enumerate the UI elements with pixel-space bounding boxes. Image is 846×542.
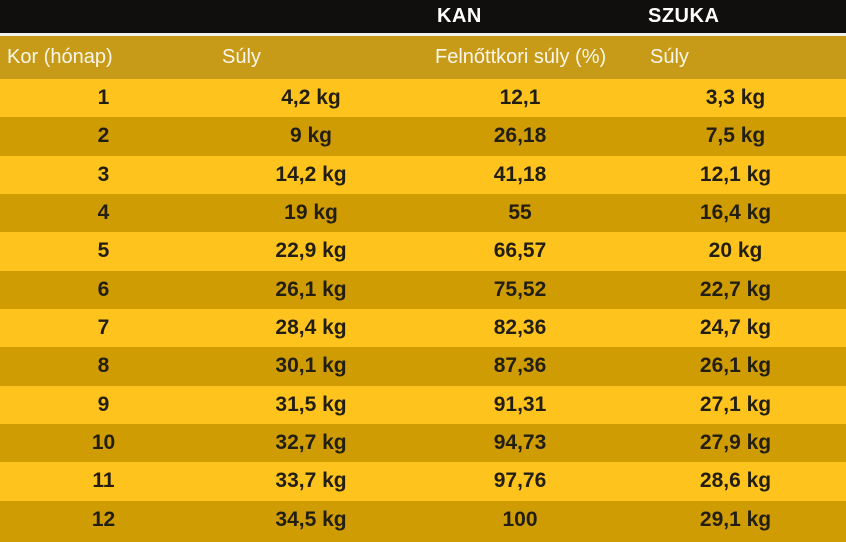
cell-weight-szuka: 27,1 kg: [699, 392, 772, 416]
cell-adult-weight-pct: 97,76: [493, 469, 547, 493]
cell-age: 10: [91, 431, 116, 455]
column-header-weight-kan: Súly: [222, 46, 261, 68]
table-row: 7 28,4 kg 82,36 24,7 kg: [0, 308, 846, 348]
cell-weight-szuka: 16,4 kg: [699, 201, 772, 225]
table-row: 12 34,5 kg 100 29,1 kg: [0, 500, 846, 539]
cell-adult-weight-pct: 66,57: [493, 239, 547, 263]
cell-age: 2: [97, 124, 110, 148]
cell-adult-weight-pct: 94,73: [493, 431, 547, 455]
cell-weight-szuka: 26,1 kg: [699, 354, 772, 378]
table-row: 3 14,2 kg 41,18 12,1 kg: [0, 155, 846, 194]
cell-adult-weight-pct: 41,18: [493, 162, 547, 186]
cell-adult-weight-pct: 87,36: [493, 354, 547, 378]
group-header-row: KAN SZUKA: [0, 0, 846, 36]
cell-weight-kan: 32,7 kg: [275, 431, 347, 455]
table-row: 5 22,9 kg 66,57 20 kg: [0, 232, 846, 271]
cell-adult-weight-pct: 82,36: [493, 316, 547, 340]
column-header-row: Kor (hónap) Súly Felnőttkori súly (%) Sú…: [0, 36, 846, 79]
table-row: 10 32,7 kg 94,73 27,9 kg: [0, 423, 846, 463]
cell-adult-weight-pct: 55: [508, 201, 532, 225]
cell-weight-kan: 14,2 kg: [275, 162, 347, 186]
cell-weight-kan: 9 kg: [289, 124, 333, 148]
cell-weight-szuka: 27,9 kg: [699, 431, 772, 455]
cell-weight-szuka: 29,1 kg: [699, 507, 772, 531]
table-row: 8 30,1 kg 87,36 26,1 kg: [0, 347, 846, 386]
group-header-szuka: SZUKA: [648, 5, 720, 27]
column-header-adult-weight-pct: Felnőttkori súly (%): [435, 46, 607, 68]
cell-age: 7: [97, 316, 110, 340]
cell-weight-szuka: 7,5 kg: [705, 124, 766, 148]
cell-weight-kan: 19 kg: [284, 201, 338, 225]
cell-adult-weight-pct: 12,1: [499, 86, 541, 110]
cell-adult-weight-pct: 91,31: [493, 392, 547, 416]
cell-weight-szuka: 28,6 kg: [699, 469, 772, 493]
cell-age: 9: [97, 392, 110, 416]
cell-weight-szuka: 3,3 kg: [705, 86, 766, 110]
table-row: 9 31,5 kg 91,31 27,1 kg: [0, 385, 846, 424]
cell-age: 5: [97, 239, 110, 263]
cell-weight-kan: 26,1 kg: [275, 277, 347, 301]
cell-weight-szuka: 22,7 kg: [699, 277, 772, 301]
column-header-age: Kor (hónap): [7, 46, 113, 68]
cell-age: 4: [97, 201, 110, 225]
cell-weight-kan: 28,4 kg: [275, 316, 347, 340]
cell-age: 11: [92, 469, 115, 493]
cell-age: 12: [91, 507, 116, 531]
cell-weight-kan: 33,7 kg: [275, 469, 347, 493]
table-row: 1 4,2 kg 12,1 3,3 kg: [0, 79, 846, 118]
table-row: 6 26,1 kg 75,52 22,7 kg: [0, 270, 846, 309]
table-row: 2 9 kg 26,18 7,5 kg: [0, 117, 846, 156]
table-row: 11 33,7 kg 97,76 28,6 kg: [0, 462, 846, 501]
cell-age: 1: [97, 86, 110, 110]
cell-weight-kan: 31,5 kg: [275, 392, 347, 416]
cell-weight-kan: 30,1 kg: [275, 354, 347, 378]
cell-age: 6: [97, 277, 110, 301]
cell-weight-kan: 22,9 kg: [275, 239, 347, 263]
cell-weight-szuka: 20 kg: [708, 239, 763, 263]
cell-adult-weight-pct: 75,52: [493, 277, 547, 301]
table-row: 4 19 kg 55 16,4 kg: [0, 193, 846, 233]
cell-weight-szuka: 12,1 kg: [699, 162, 772, 186]
group-header-kan: KAN: [437, 5, 482, 27]
cell-adult-weight-pct: 100: [502, 507, 538, 531]
cell-adult-weight-pct: 26,18: [493, 124, 547, 148]
cell-weight-szuka: 24,7 kg: [699, 316, 772, 340]
table-body: 1 4,2 kg 12,1 3,3 kg 2 9 kg 26,18 7,5 kg…: [0, 79, 846, 539]
cell-weight-kan: 4,2 kg: [281, 86, 341, 110]
column-header-weight-szuka: Súly: [650, 46, 689, 68]
cell-age: 8: [97, 354, 110, 378]
cell-weight-kan: 34,5 kg: [275, 507, 347, 531]
cell-age: 3: [97, 162, 110, 186]
